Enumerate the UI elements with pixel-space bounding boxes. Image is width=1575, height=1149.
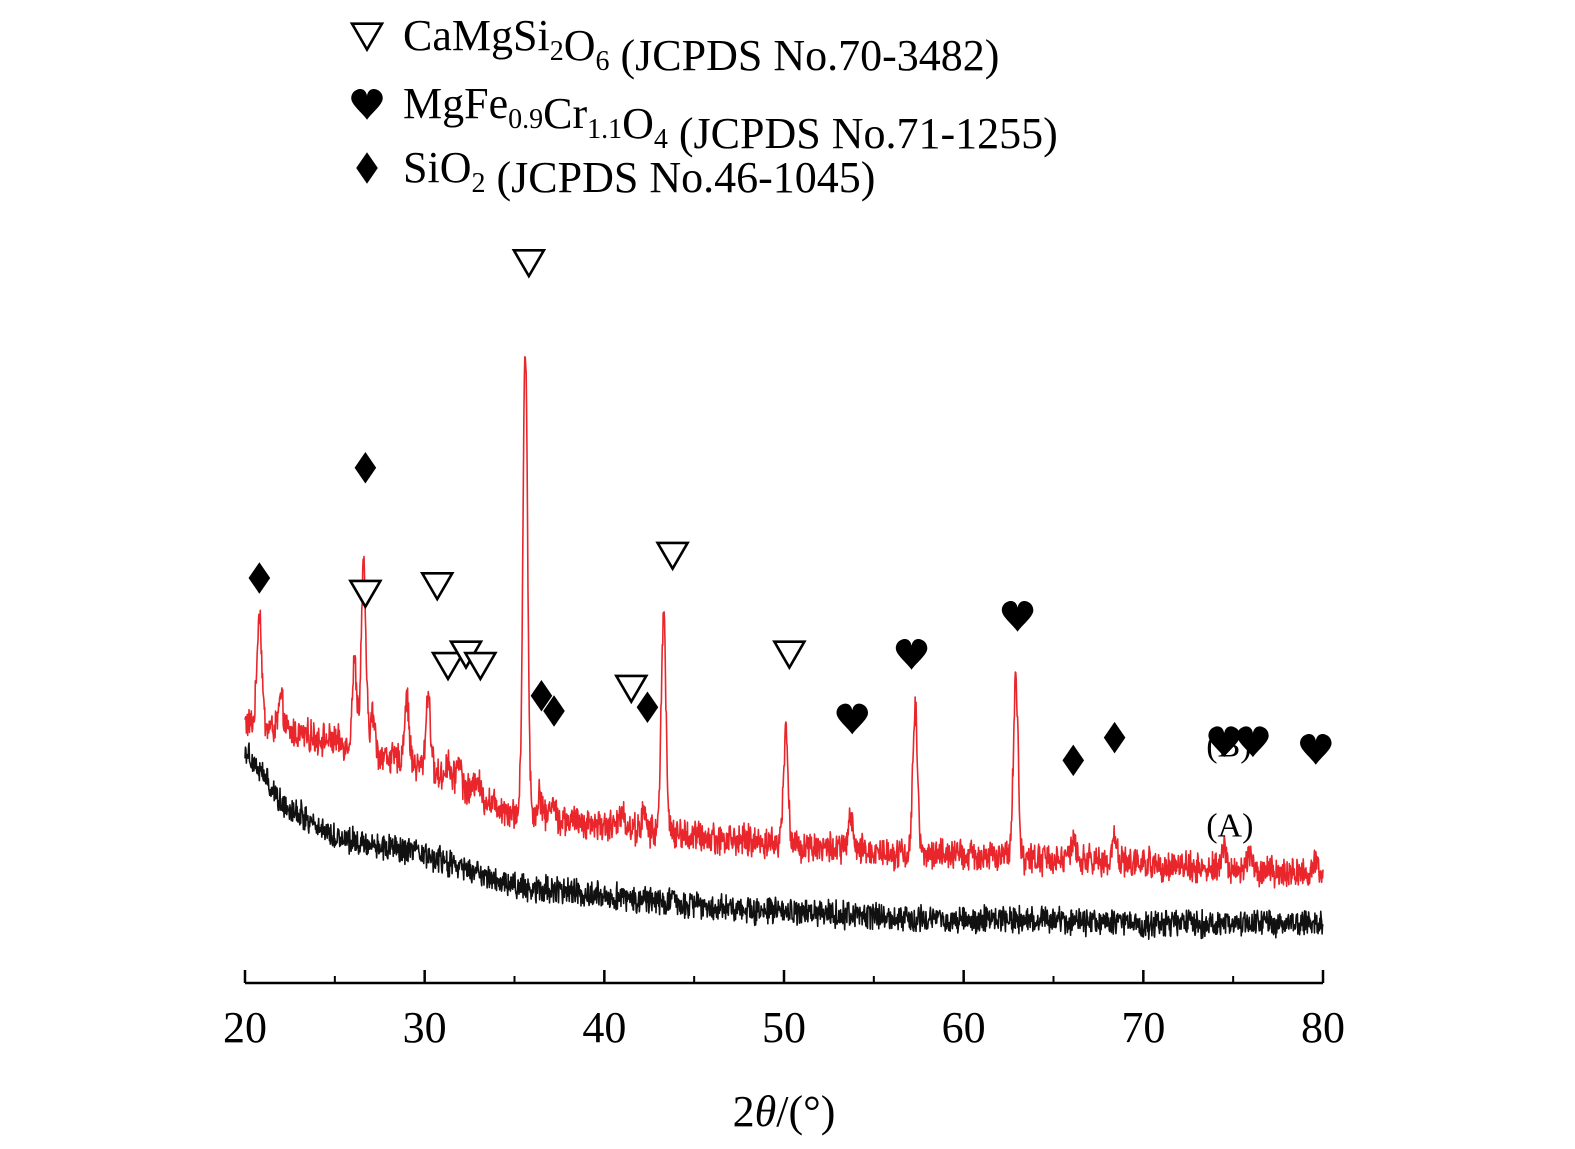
peak-marker-heart [895,638,928,670]
peak-marker-diamond [636,691,659,723]
x-axis: 20 30 40 50 60 70 80 [223,970,1345,1052]
x-tick-label: 30 [403,1003,447,1052]
x-tick-label: 70 [1121,1003,1165,1052]
legend-entry-0: CaMgSi2O6 (JCPDS No.70-3482) [403,11,999,80]
legend-entry-1: MgFe0.9Cr1.1O4 (JCPDS No.71-1255) [403,79,1058,158]
peak-marker-heart [1208,726,1240,758]
x-tick-label: 80 [1301,1003,1345,1052]
series-label-0: (B) [1206,728,1251,765]
peak-marker-diamond [543,695,565,727]
peak-marker-open-triangle [614,674,649,705]
peak-marker-open-triangle [463,651,498,682]
series-line-a [244,742,1324,941]
x-tick-label: 40 [582,1003,626,1052]
legend: CaMgSi2O6 (JCPDS No.70-3482)MgFe0.9Cr1.1… [349,11,1058,202]
peak-marker-diamond [354,452,377,484]
x-axis-title: 2θ/(°) [733,1087,836,1136]
peak-marker-open-triangle [430,651,466,682]
peak-markers [248,249,1332,777]
series-label-1: (A) [1206,807,1253,844]
peak-marker-heart [1300,733,1332,765]
peak-marker-open-triangle [655,541,690,572]
peak-marker-heart [1237,726,1269,758]
peak-marker-diamond [248,562,271,594]
peak-marker-diamond [1103,721,1126,754]
peak-marker-heart [1001,600,1034,632]
peak-marker-open-triangle [348,579,383,610]
legend-marker-diamond [356,152,378,184]
legend-entry-2: SiO2 (JCPDS No.46-1045) [403,143,875,202]
peak-marker-heart [836,703,869,735]
series-line-b [244,356,1324,889]
series-layer [244,356,1324,941]
legend-marker-heart [351,88,383,120]
x-tick-label: 60 [942,1003,986,1052]
legend-marker-open-triangle [349,22,385,53]
series-labels: (B) (A) [1206,728,1253,845]
peak-marker-open-triangle [511,249,547,279]
x-tick-label: 50 [762,1003,806,1052]
x-tick-label: 20 [223,1003,267,1052]
peak-marker-diamond [530,680,553,712]
peak-marker-open-triangle [419,572,455,602]
peak-marker-open-triangle [772,640,807,671]
peak-marker-diamond [1062,744,1085,777]
